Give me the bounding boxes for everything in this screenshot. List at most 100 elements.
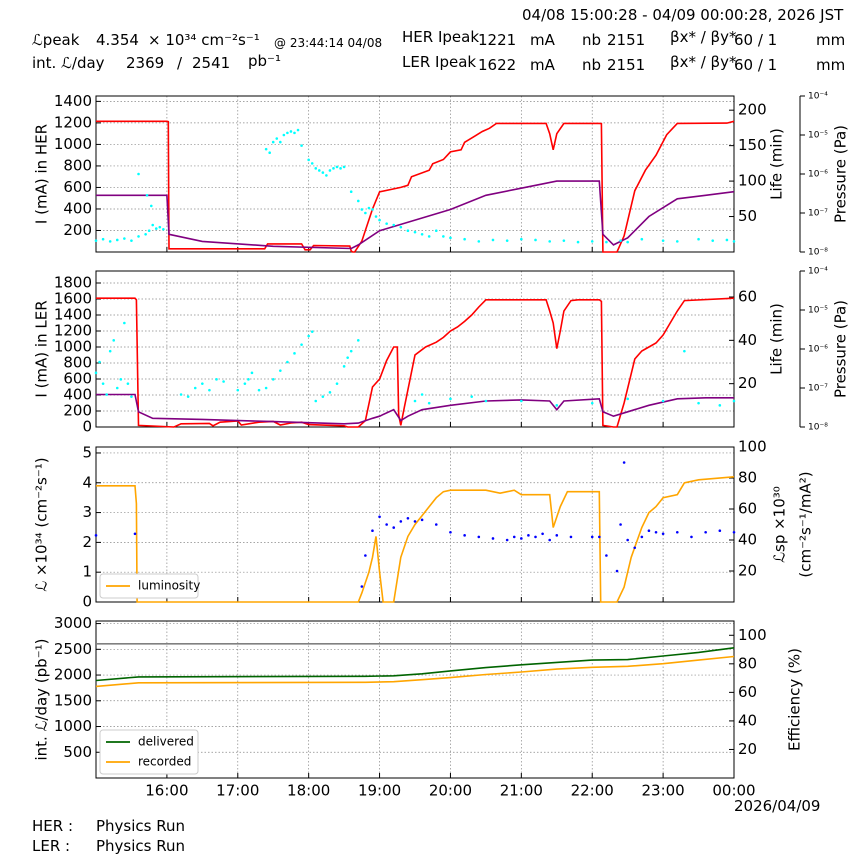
data-point: [675, 240, 679, 243]
y-tick-label: 1400: [54, 306, 92, 324]
data-point: [149, 204, 153, 208]
data-point: [374, 215, 378, 218]
int-lum-unit: pb⁻¹: [248, 52, 281, 70]
data-point: [300, 144, 303, 147]
data-point: [626, 397, 629, 401]
data-point: [282, 133, 286, 137]
data-point: [605, 240, 608, 244]
x-tick-label: 00:00: [712, 782, 755, 800]
data-point: [442, 235, 445, 238]
data-point: [364, 211, 367, 215]
data-point: [598, 535, 601, 539]
ler-ipeak-value: 1622: [478, 56, 517, 74]
pressure-tick-label: 10⁻⁷: [808, 209, 828, 219]
data-point: [711, 239, 715, 242]
data-point: [477, 535, 481, 539]
data-point: [619, 523, 622, 526]
data-point: [661, 239, 665, 242]
data-point: [130, 239, 133, 242]
data-point: [378, 515, 381, 519]
data-point: [420, 393, 424, 396]
y-tick-label: 2500: [54, 640, 92, 658]
series-current: [96, 297, 735, 428]
data-point: [690, 535, 693, 539]
data-point: [271, 378, 275, 381]
data-point: [697, 237, 700, 241]
y-tick-label: 2: [82, 533, 92, 551]
data-point: [732, 399, 736, 403]
data-point: [289, 130, 293, 133]
y-tick-label: 800: [63, 354, 92, 372]
data-point: [413, 230, 417, 234]
data-point: [654, 530, 658, 534]
data-point: [133, 532, 137, 536]
data-point: [328, 391, 332, 394]
x-tick-label: 21:00: [500, 782, 543, 800]
data-point: [296, 128, 300, 132]
her-ipeak-unit: mA: [530, 31, 555, 49]
data-point: [339, 167, 342, 170]
data-point: [335, 165, 339, 169]
y-right-axis-label: Life (min): [768, 303, 786, 375]
data-point: [98, 360, 101, 364]
data-point: [179, 393, 183, 396]
lpeak-time: @ 23:44:14 04/08: [274, 36, 383, 50]
legend: luminosity: [99, 573, 200, 599]
y-tick-label: 400: [63, 199, 92, 217]
data-point: [675, 530, 679, 534]
y-axis-label: I (mA) in LER: [33, 300, 51, 397]
data-point: [463, 534, 466, 537]
data-point: [661, 532, 665, 536]
data-point: [640, 535, 644, 539]
y-tick-label: 1000: [54, 135, 92, 153]
y-tick-label: 600: [63, 370, 92, 388]
data-point: [633, 546, 637, 550]
data-point: [137, 172, 140, 176]
data-point: [385, 222, 388, 225]
data-point: [144, 232, 147, 236]
data-point: [264, 147, 268, 151]
data-point: [590, 401, 594, 405]
y-right-tick-label: 60: [738, 288, 757, 306]
legend-label: luminosity: [138, 579, 200, 593]
y-tick-label: 4: [82, 473, 92, 491]
x-tick-label: 19:00: [358, 782, 401, 800]
data-point: [590, 240, 594, 243]
y-right-tick-label: 20: [738, 374, 757, 392]
data-point: [555, 404, 559, 407]
lpeak-value: 4.354: [96, 31, 139, 49]
y-right-tick-label: 100: [738, 438, 767, 456]
data-point: [371, 208, 374, 211]
y-right-tick-label: 100: [738, 172, 767, 190]
data-point: [360, 585, 364, 588]
ler-beta-value: 60 / 1: [734, 56, 778, 74]
data-point: [162, 228, 165, 231]
y-right-axis-label: Life (min): [768, 128, 786, 200]
data-point: [626, 240, 629, 244]
data-point: [119, 378, 123, 381]
data-point: [367, 206, 371, 210]
ler-nb-value: 2151: [607, 56, 646, 74]
data-point: [434, 229, 438, 233]
y-right-tick-label: 50: [738, 207, 757, 225]
her-ipeak-label: HER Ipeak: [402, 28, 479, 46]
ler-ipeak-label: LER Ipeak: [402, 53, 477, 71]
data-point: [293, 352, 296, 355]
pressure-tick-label: 10⁻⁴: [808, 92, 828, 102]
legend-label: delivered: [138, 735, 194, 749]
data-point: [151, 223, 155, 227]
y-right-tick-label: 100: [738, 626, 767, 644]
data-point: [505, 239, 509, 242]
data-point: [310, 330, 314, 333]
her-beta-label: βx* / βy*: [670, 28, 737, 46]
y-tick-label: 800: [63, 156, 92, 174]
series-luminosity: [96, 476, 735, 603]
data-point: [590, 535, 594, 539]
data-point: [147, 229, 151, 233]
y-axis-label: I (mA) in HER: [33, 124, 51, 224]
pressure-tick-label: 10⁻⁶: [808, 345, 828, 355]
data-point: [463, 237, 466, 241]
data-point: [548, 538, 551, 542]
data-point: [108, 240, 112, 243]
